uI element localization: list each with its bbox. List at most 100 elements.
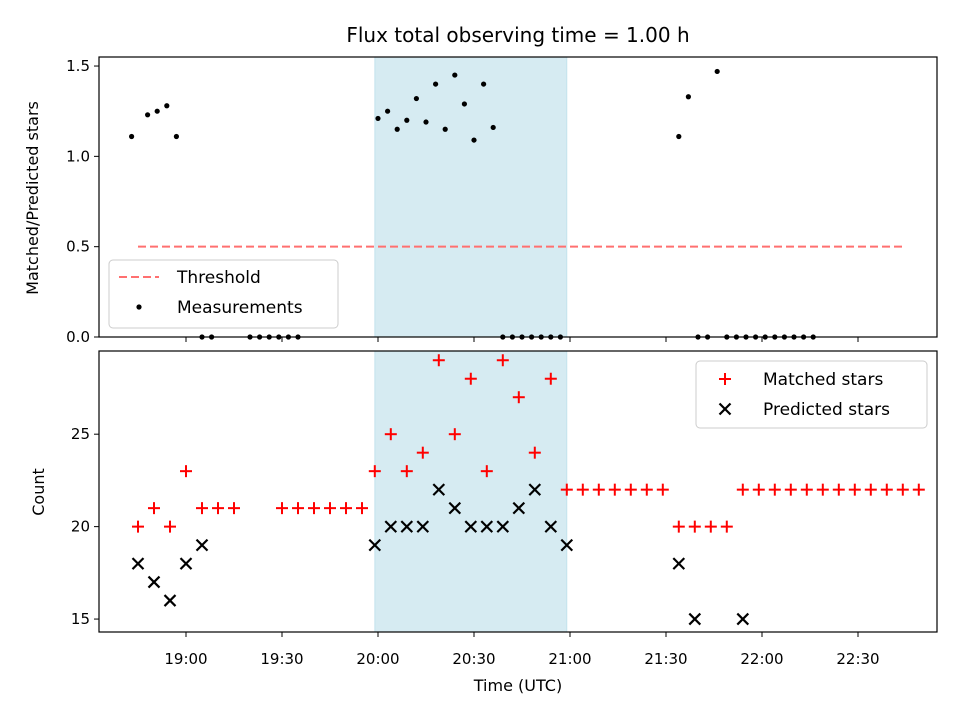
predicted-star-point-b (416, 520, 430, 533)
predicted-star-point-b (496, 520, 510, 533)
predicted-star-point (163, 594, 177, 607)
predicted-star-point-b (512, 501, 526, 515)
x-tick-label: 20:00 (356, 650, 399, 668)
predicted-star-point-b (560, 538, 574, 552)
matched-star-point (576, 483, 589, 496)
predicted-star-point-b (179, 557, 193, 570)
matched-star-point (768, 483, 781, 496)
predicted-star-point (432, 483, 446, 496)
matched-star-point (800, 483, 813, 496)
top-panel: 0.0 0.5 1.0 1.5 Threshold Measurements (66, 56, 938, 346)
predicted-star-point-b (528, 483, 542, 496)
matched-star-point (368, 465, 381, 478)
bottom-panel: 15 20 25 19:00 19:30 20:00 20:30 21:00 21:30 22:0… (71, 350, 938, 668)
x-tick-label: 19:00 (164, 650, 207, 668)
predicted-star-point (368, 538, 382, 552)
predicted-star-point (131, 557, 145, 570)
matched-star-point (896, 483, 909, 496)
matched-star-point (464, 372, 477, 385)
predicted-star-point-b (480, 520, 494, 533)
matched-star-point (292, 502, 304, 515)
bottom-y-axis-label: Count (29, 468, 48, 516)
matched-star-point (212, 502, 224, 515)
matched-star-point (340, 502, 352, 515)
x-tick-label: 22:00 (740, 650, 783, 668)
x-tick-label: 20:30 (452, 650, 495, 668)
y-tick-label-bottom: 15 (71, 610, 90, 628)
predicted-star-point-b (147, 575, 161, 589)
predicted-star-point (448, 501, 462, 515)
matched-star-point (640, 483, 653, 496)
predicted-star-point (512, 501, 526, 515)
measurement-point (461, 101, 467, 107)
x-tick-label: 19:30 (260, 650, 303, 668)
matched-star-point (608, 483, 621, 496)
predicted-star-point (496, 520, 510, 533)
predicted-star-point (544, 520, 558, 533)
measurement-point (471, 137, 477, 143)
matched-star-point (720, 520, 733, 533)
measurement-point (145, 112, 151, 118)
chart-title: Flux total observing time = 1.00 h (346, 23, 689, 47)
measurement-point (490, 124, 496, 131)
matched-star-point (416, 446, 429, 459)
measurement-point (423, 119, 429, 125)
measurement-point (481, 81, 487, 87)
matched-star-point (880, 483, 893, 496)
predicted-star-point (400, 520, 414, 533)
predicted-star-point-b (195, 538, 209, 552)
measurement-point (442, 126, 448, 132)
matched-star-point (196, 502, 208, 515)
predicted-star-point (464, 520, 478, 533)
matched-star-point (912, 483, 925, 496)
measurement-point (685, 94, 692, 100)
matched-star-point (832, 483, 845, 496)
predicted-star-point (416, 520, 430, 533)
measurement-point (394, 126, 400, 132)
predicted-star-point (179, 557, 193, 570)
matched-star-point (816, 483, 829, 496)
matched-star-point (656, 483, 669, 496)
matched-star-point (544, 372, 557, 385)
matched-star-point (180, 465, 192, 478)
matched-star-point (512, 391, 525, 404)
shaded-interval-top (374, 56, 568, 338)
x-axis-label: Time (UTC) (473, 676, 562, 695)
measurement-point (413, 95, 419, 102)
matched-star-point (592, 483, 605, 496)
predicted-star-point (688, 612, 702, 626)
predicted-star-point-b (448, 501, 462, 515)
measurement-point (154, 108, 160, 114)
measurement-point (676, 133, 682, 140)
predicted-star-point (560, 538, 574, 552)
top-plot-frame (98, 56, 938, 338)
y-tick-label-top: 0.5 (66, 238, 90, 256)
bottom-plot-frame (98, 350, 938, 633)
matched-star-point (864, 483, 877, 496)
matched-star-point (672, 520, 685, 533)
matched-star-point (752, 483, 765, 496)
matched-star-point (276, 502, 288, 515)
measurement-point (164, 103, 170, 109)
matched-star-point (324, 502, 336, 515)
matched-star-point (560, 483, 573, 496)
shaded-interval-bottom (374, 350, 568, 633)
matched-star-point (496, 354, 509, 367)
legend-threshold-label: Threshold (176, 268, 261, 288)
legend-matched-label: Matched stars (763, 370, 883, 390)
legend-matched-swatch (719, 373, 731, 385)
y-tick-label-top: 1.0 (66, 147, 90, 165)
legend-predicted-label: Predicted stars (763, 400, 890, 420)
predicted-star-point (672, 557, 686, 570)
predicted-star-point-b (464, 520, 478, 533)
matched-star-point (432, 354, 445, 367)
matched-star-point (688, 520, 701, 533)
measurement-point (173, 133, 179, 140)
top-y-axis-label: Matched/Predicted stars (23, 101, 42, 295)
predicted-star-point-b (432, 483, 446, 496)
matched-star-point (400, 465, 413, 478)
predicted-star-point (480, 520, 494, 533)
y-tick-label-bottom: 20 (71, 518, 90, 536)
legend-predicted-swatch (718, 402, 732, 416)
